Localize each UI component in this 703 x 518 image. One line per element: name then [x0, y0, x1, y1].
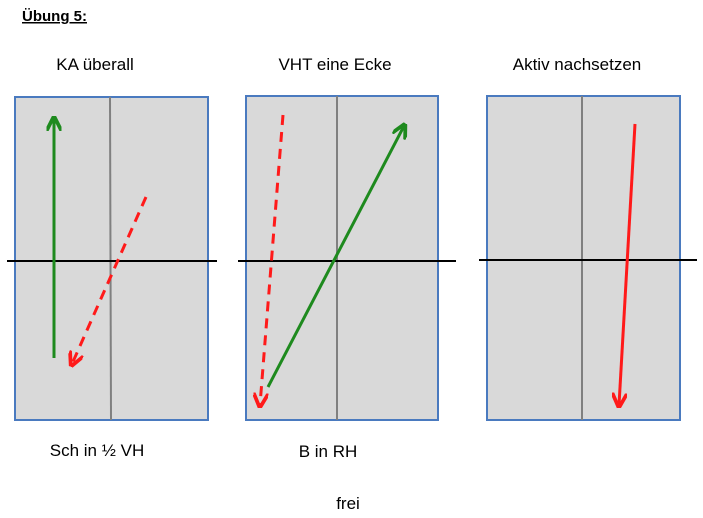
panel-label: Aktiv nachsetzen — [513, 55, 642, 74]
center-line — [109, 96, 112, 421]
field — [486, 95, 681, 421]
arrow — [260, 114, 285, 405]
field — [245, 95, 439, 421]
footer-text: frei — [336, 494, 360, 513]
panel-caption: Sch in ½ VH — [50, 441, 145, 460]
panel-caption: B in RH — [299, 442, 358, 461]
arrow — [72, 196, 148, 364]
arrow — [619, 123, 637, 405]
panel-label: KA überall — [56, 55, 134, 74]
exercise-title: Übung 5: — [22, 8, 87, 25]
panel-label: VHT eine Ecke — [278, 55, 391, 74]
arrow — [266, 126, 404, 388]
